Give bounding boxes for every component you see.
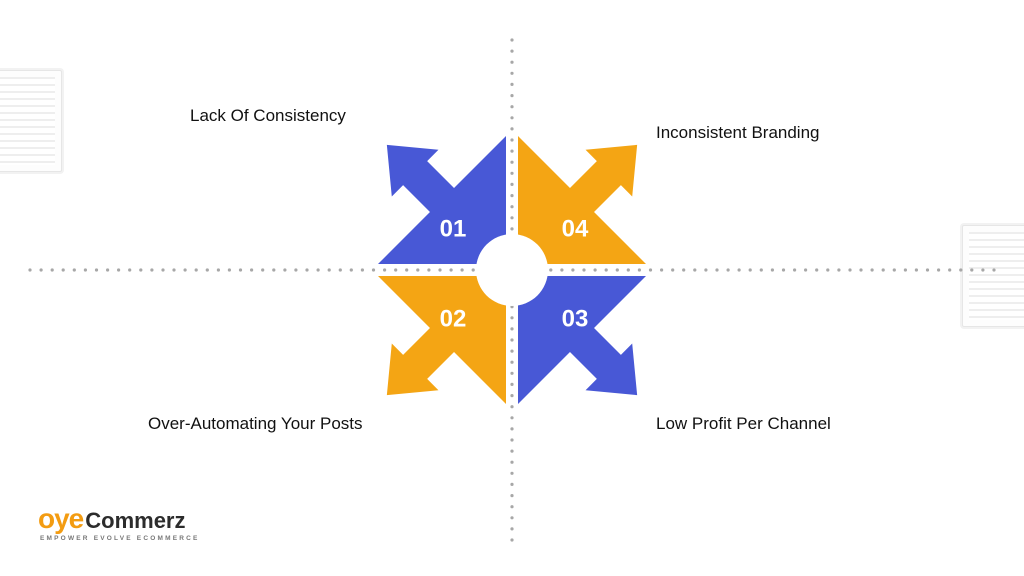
brand-name-accent: oye [38, 505, 83, 533]
number-q4: 04 [562, 215, 589, 242]
brand-logo-row: oye Commerz [38, 505, 186, 533]
number-q2: 02 [440, 305, 467, 332]
brand-tagline: EMPOWER EVOLVE ECOMMERCE [40, 535, 200, 542]
center-hole [476, 234, 548, 306]
diagram-stage: 01 02 03 04 Lack Of Consistency Over-Automa… [0, 0, 1024, 576]
brand-name-main: Commerz [85, 510, 185, 532]
brand-logo: oye Commerz EMPOWER EVOLVE ECOMMERCE [38, 505, 200, 542]
number-q1: 01 [440, 215, 467, 242]
center-ring [476, 234, 548, 306]
quadrant-diagram: 01 02 03 04 [0, 0, 1024, 576]
number-q3: 03 [562, 305, 589, 332]
label-q2: Over-Automating Your Posts [148, 414, 363, 434]
label-q3: Low Profit Per Channel [656, 414, 831, 434]
label-q4: Inconsistent Branding [656, 123, 820, 143]
label-q1: Lack Of Consistency [190, 106, 346, 126]
